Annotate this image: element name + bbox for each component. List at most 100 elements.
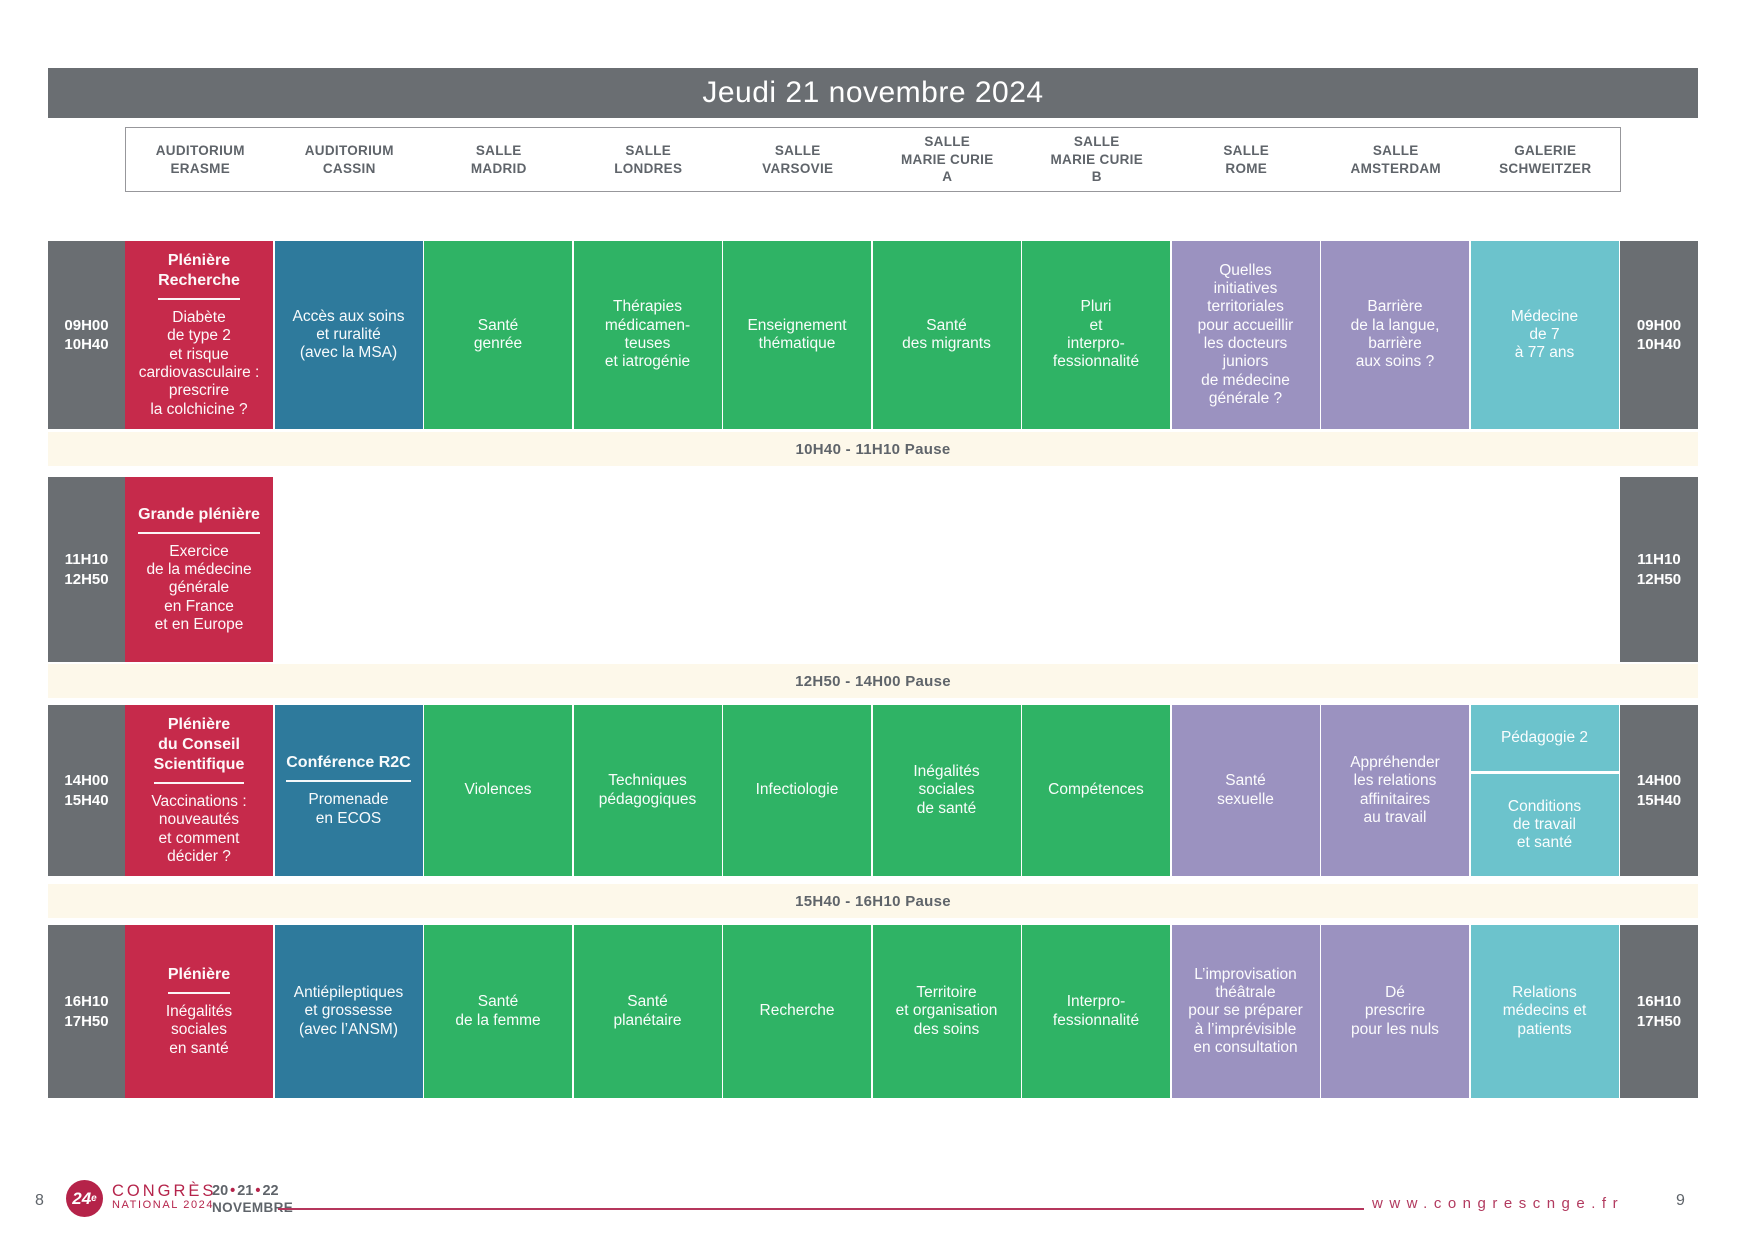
session-heading: Conférence R2C — [286, 753, 411, 783]
session-cell: Quelles initiatives territoriales pour a… — [1171, 241, 1320, 429]
session-cell: Santé planétaire — [573, 925, 722, 1098]
dates-line: 20 • 21 • 22 — [212, 1183, 293, 1200]
session-title: Recherche — [759, 1002, 835, 1020]
session-cell: Santé des migrants — [872, 241, 1021, 429]
session-cell: Relations médecins et patients — [1470, 925, 1619, 1098]
room-header-7: SALLE ROME — [1171, 127, 1322, 192]
session-heading: Plénière — [167, 965, 231, 995]
session-cell: Santé de la femme — [424, 925, 572, 1098]
brand-line2: NATIONAL 2024 — [112, 1199, 215, 1212]
room-header-1: AUDITORIUM CASSIN — [274, 127, 425, 192]
session-title: Pédagogie 2 — [1470, 705, 1619, 771]
session-heading: Plénière du Conseil Scientifique — [153, 715, 245, 784]
session-title: Interpro- fessionnalité — [1052, 993, 1140, 1029]
date-dot: • — [230, 1183, 236, 1199]
session-title: Appréhender les relations affinitaires a… — [1350, 753, 1440, 826]
room-header-8: SALLE AMSTERDAM — [1321, 127, 1472, 192]
date-21: 21 — [237, 1183, 254, 1199]
room-header-4: SALLE VARSOVIE — [723, 127, 874, 192]
session-cell: Médecine de 7 à 77 ans — [1470, 241, 1619, 429]
logo-number: 24 — [72, 1188, 92, 1208]
session-title: Territoire et organisation des soins — [895, 984, 998, 1038]
session-cell: Violences — [424, 705, 572, 876]
session-cell-split: Pédagogie 2 Conditions de travail et sant… — [1470, 705, 1619, 876]
time-slot-left-0: 09H00 10H40 — [48, 241, 125, 429]
time-slot-right-1: 11H10 12H50 — [1620, 477, 1698, 662]
session-cell: Enseignement thématique — [723, 241, 871, 429]
session-title: Enseignement thématique — [747, 316, 847, 352]
room-header-3: SALLE LONDRES — [573, 127, 724, 192]
page-number-right: 9 — [1676, 1192, 1685, 1209]
session-cell: Grande plénière Exercice de la médecine g… — [125, 477, 273, 662]
session-cell: Dé prescrire pour les nuls — [1321, 925, 1469, 1098]
date-22: 22 — [262, 1183, 279, 1199]
session-title: Barrière de la langue, barrière aux soin… — [1350, 298, 1440, 371]
session-title: Exercice de la médecine générale en Fran… — [146, 542, 252, 633]
session-cell: Barrière de la langue, barrière aux soin… — [1321, 241, 1469, 429]
session-cell: Plénière du Conseil Scientifique Vaccinat… — [125, 705, 273, 876]
session-title: Relations médecins et patients — [1502, 984, 1587, 1038]
time-slot-right-3: 16H10 17H50 — [1620, 925, 1698, 1098]
session-cell: Inégalités sociales de santé — [872, 705, 1021, 876]
time-slot-left-1: 11H10 12H50 — [48, 477, 125, 662]
session-cell: Accès aux soins et ruralité (avec la MSA… — [274, 241, 423, 429]
session-heading: Plénière Recherche — [158, 251, 240, 301]
session-cell: Thérapies médicamen- teuses et iatrogéni… — [573, 241, 722, 429]
session-cell: Appréhender les relations affinitaires a… — [1321, 705, 1469, 876]
time-slot-left-3: 16H10 17H50 — [48, 925, 125, 1098]
session-cell: Pluri et interpro- fessionnalité — [1022, 241, 1170, 429]
session-title: Thérapies médicamen- teuses et iatrogéni… — [604, 298, 691, 371]
session-title: Quelles initiatives territoriales pour a… — [1197, 261, 1294, 407]
session-cell: Infectiologie — [723, 705, 871, 876]
congress-logo-icon: 24 e — [66, 1180, 103, 1217]
session-cell: Santé sexuelle — [1171, 705, 1320, 876]
session-cell: Techniques pédagogiques — [573, 705, 722, 876]
pause-band-2: 15H40 - 16H10 Pause — [48, 884, 1698, 918]
session-title: Compétences — [1048, 781, 1144, 799]
session-title: Techniques pédagogiques — [598, 772, 697, 808]
session-title: Santé sexuelle — [1217, 772, 1274, 808]
session-title: Promenade en ECOS — [308, 791, 389, 827]
session-heading: Grande plénière — [138, 505, 260, 534]
session-title: Accès aux soins et ruralité (avec la MSA… — [292, 307, 405, 362]
session-cell: Antiépileptiques et grossesse (avec l’AN… — [274, 925, 423, 1098]
room-header-9: GALERIE SCHWEITZER — [1470, 127, 1621, 192]
pause-band-1: 12H50 - 14H00 Pause — [48, 664, 1698, 698]
session-title: Inégalités sociales de santé — [913, 763, 980, 817]
congress-brand: CONGRÈS NATIONAL 2024 — [112, 1182, 216, 1212]
day-title: Jeudi 21 novembre 2024 — [48, 68, 1698, 118]
page-number-left: 8 — [35, 1192, 44, 1209]
session-cell: Territoire et organisation des soins — [872, 925, 1021, 1098]
footer-rule — [278, 1208, 1364, 1210]
session-title: L’improvisation théâtrale pour se prépar… — [1188, 965, 1303, 1056]
session-title: Santé des migrants — [902, 316, 991, 352]
room-header-5: SALLE MARIE CURIE A — [872, 127, 1023, 192]
session-title: Diabète de type 2 et risque cardiovascul… — [138, 309, 260, 418]
session-cell: Plénière Inégalités sociales en santé — [125, 925, 273, 1098]
pause-band-0: 10H40 - 11H10 Pause — [48, 432, 1698, 466]
session-title: Conditions de travail et santé — [1470, 774, 1619, 876]
session-title: Inégalités sociales en santé — [165, 1003, 233, 1057]
room-header-6: SALLE MARIE CURIE B — [1022, 127, 1173, 192]
session-cell: L’improvisation théâtrale pour se prépar… — [1171, 925, 1320, 1098]
date-dot: • — [255, 1183, 261, 1199]
session-cell: Conférence R2C Promenade en ECOS — [274, 705, 423, 876]
time-slot-right-0: 09H00 10H40 — [1620, 241, 1698, 429]
session-title: Dé prescrire pour les nuls — [1351, 984, 1439, 1038]
session-cell: Recherche — [723, 925, 871, 1098]
time-slot-right-2: 14H00 15H40 — [1620, 705, 1698, 876]
dates-month: NOVEMBRE — [212, 1199, 294, 1215]
room-header-0: AUDITORIUM ERASME — [125, 127, 276, 192]
session-title: Médecine de 7 à 77 ans — [1510, 307, 1579, 362]
session-title: Santé planétaire — [613, 993, 682, 1029]
time-slot-left-2: 14H00 15H40 — [48, 705, 125, 876]
session-cell: Santé genrée — [424, 241, 572, 429]
session-title: Antiépileptiques et grossesse (avec l’AN… — [293, 984, 404, 1038]
session-cell: Interpro- fessionnalité — [1022, 925, 1170, 1098]
session-cell: Compétences — [1022, 705, 1170, 876]
session-title: Vaccinations : nouveautés et comment déc… — [151, 792, 247, 865]
room-header-2: SALLE MADRID — [424, 127, 575, 192]
website-link[interactable]: www.congrescnge.fr — [1372, 1195, 1625, 1212]
congress-dates: 20 • 21 • 22 NOVEMBRE — [212, 1183, 293, 1215]
